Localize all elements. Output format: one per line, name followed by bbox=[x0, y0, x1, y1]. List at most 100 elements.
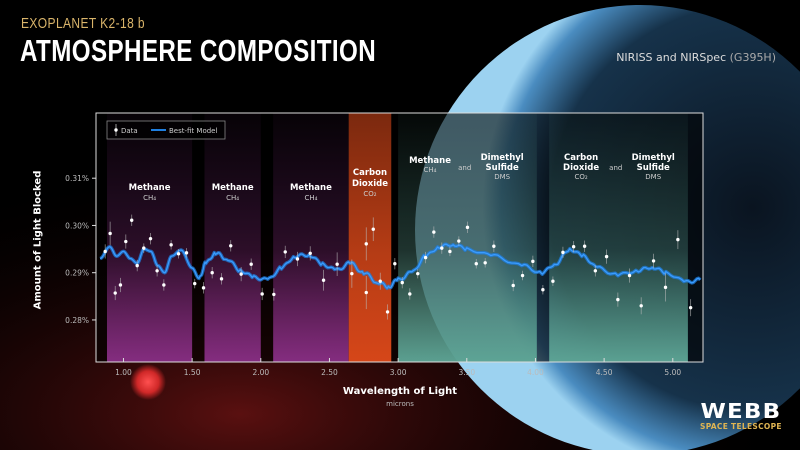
band-label-name: Carbon bbox=[564, 153, 598, 163]
data-point bbox=[108, 231, 112, 236]
data-point bbox=[627, 273, 632, 278]
data-point bbox=[492, 244, 496, 248]
band-label-name: Methane bbox=[290, 183, 332, 193]
x-tick-label: 1.00 bbox=[115, 368, 132, 377]
data-point bbox=[511, 283, 515, 288]
data-point bbox=[364, 242, 368, 246]
band-methane-2 bbox=[273, 113, 349, 362]
x-tick-label: 2.00 bbox=[252, 368, 269, 377]
data-point bbox=[130, 218, 134, 222]
data-point bbox=[176, 252, 181, 256]
band-label-name: Dimethyl bbox=[632, 153, 675, 163]
data-point bbox=[639, 304, 643, 308]
band-label-name: Dimethyl bbox=[481, 153, 524, 163]
band-label-formula: CH₄ bbox=[143, 194, 156, 202]
webb-logo: WEBB SPACE TELESCOPE bbox=[700, 401, 782, 431]
y-tick-label: 0.28% bbox=[65, 316, 89, 325]
band-label-formula: DMS bbox=[645, 173, 661, 181]
data-point bbox=[561, 250, 565, 255]
data-point bbox=[135, 263, 139, 268]
data-point bbox=[219, 277, 224, 281]
band-co2-3 bbox=[348, 113, 392, 362]
data-point bbox=[483, 261, 487, 265]
band-dms-5 bbox=[549, 113, 688, 362]
data-point bbox=[124, 239, 128, 244]
data-point bbox=[663, 285, 668, 290]
x-axis-unit: microns bbox=[386, 400, 414, 408]
data-point bbox=[457, 239, 461, 243]
data-point bbox=[432, 230, 436, 234]
instrument-mode: (G395H) bbox=[729, 51, 776, 64]
data-point bbox=[193, 281, 197, 286]
data-point bbox=[169, 243, 173, 247]
band-label-name: Dioxide bbox=[563, 163, 599, 173]
data-point bbox=[465, 225, 470, 230]
data-point bbox=[184, 251, 189, 255]
x-tick-label: 4.50 bbox=[596, 368, 613, 377]
data-point bbox=[408, 292, 412, 296]
x-tick-label: 3.00 bbox=[390, 368, 407, 377]
band-label-joiner: and bbox=[609, 164, 622, 172]
instrument-name: NIRISS and NIRSpec bbox=[616, 51, 727, 64]
data-point bbox=[229, 244, 233, 248]
data-point bbox=[283, 250, 287, 254]
data-point bbox=[474, 262, 478, 266]
data-point bbox=[295, 257, 300, 261]
band-label-formula: CH₄ bbox=[424, 166, 437, 174]
data-point bbox=[448, 249, 452, 254]
band-label-name: Methane bbox=[409, 156, 451, 166]
data-point bbox=[385, 310, 390, 314]
data-point bbox=[239, 272, 243, 276]
data-point bbox=[371, 227, 375, 231]
data-point bbox=[651, 259, 656, 263]
legend-model-label: Best-fit Model bbox=[169, 127, 217, 135]
data-point bbox=[350, 271, 354, 276]
legend-data-label: Data bbox=[121, 127, 138, 135]
data-point bbox=[113, 291, 117, 295]
data-point bbox=[162, 283, 166, 287]
band-label-formula: DMS bbox=[494, 173, 510, 181]
data-point bbox=[423, 255, 428, 260]
band-label-formula: CO₂ bbox=[574, 173, 587, 181]
data-point bbox=[321, 278, 326, 282]
red-star-image bbox=[130, 364, 166, 400]
y-tick-label: 0.31% bbox=[65, 174, 89, 183]
x-tick-label: 3.50 bbox=[458, 368, 475, 377]
y-tick-label: 0.29% bbox=[65, 269, 89, 278]
model-line bbox=[99, 243, 701, 289]
data-point bbox=[541, 288, 545, 292]
page-kicker: EXOPLANET K2-18 b bbox=[21, 15, 145, 32]
data-point bbox=[440, 246, 444, 250]
data-point bbox=[571, 245, 576, 249]
band-label-name: Methane bbox=[129, 183, 171, 193]
data-point bbox=[118, 283, 123, 287]
y-tick-label: 0.30% bbox=[65, 221, 89, 230]
data-point bbox=[364, 290, 368, 295]
data-point bbox=[604, 254, 609, 259]
data-point bbox=[593, 269, 598, 273]
plot-frame bbox=[95, 112, 704, 363]
data-point bbox=[201, 286, 206, 290]
band-label-joiner: and bbox=[458, 164, 471, 172]
band-label-name: Sulfide bbox=[637, 163, 670, 173]
x-tick-label: 2.50 bbox=[321, 368, 338, 377]
data-point bbox=[582, 244, 587, 248]
band-label-name: Carbon bbox=[353, 168, 387, 178]
page-title: ATMOSPHERE COMPOSITION bbox=[20, 33, 377, 68]
instrument-label: NIRISS and NIRSpec (G395H) bbox=[616, 51, 776, 64]
data-point bbox=[400, 280, 404, 285]
data-point bbox=[210, 271, 214, 275]
data-point bbox=[393, 262, 397, 266]
data-point bbox=[551, 279, 555, 283]
data-point bbox=[308, 251, 312, 256]
data-point bbox=[142, 246, 146, 250]
band-label-formula: CO₂ bbox=[363, 190, 376, 198]
x-axis-label: Wavelength of Light bbox=[342, 386, 458, 397]
band-label-name: Methane bbox=[212, 183, 254, 193]
data-point bbox=[688, 305, 693, 310]
data-point bbox=[148, 236, 153, 241]
data-point bbox=[520, 273, 525, 278]
x-tick-label: 1.50 bbox=[184, 368, 201, 377]
data-point bbox=[103, 249, 107, 254]
